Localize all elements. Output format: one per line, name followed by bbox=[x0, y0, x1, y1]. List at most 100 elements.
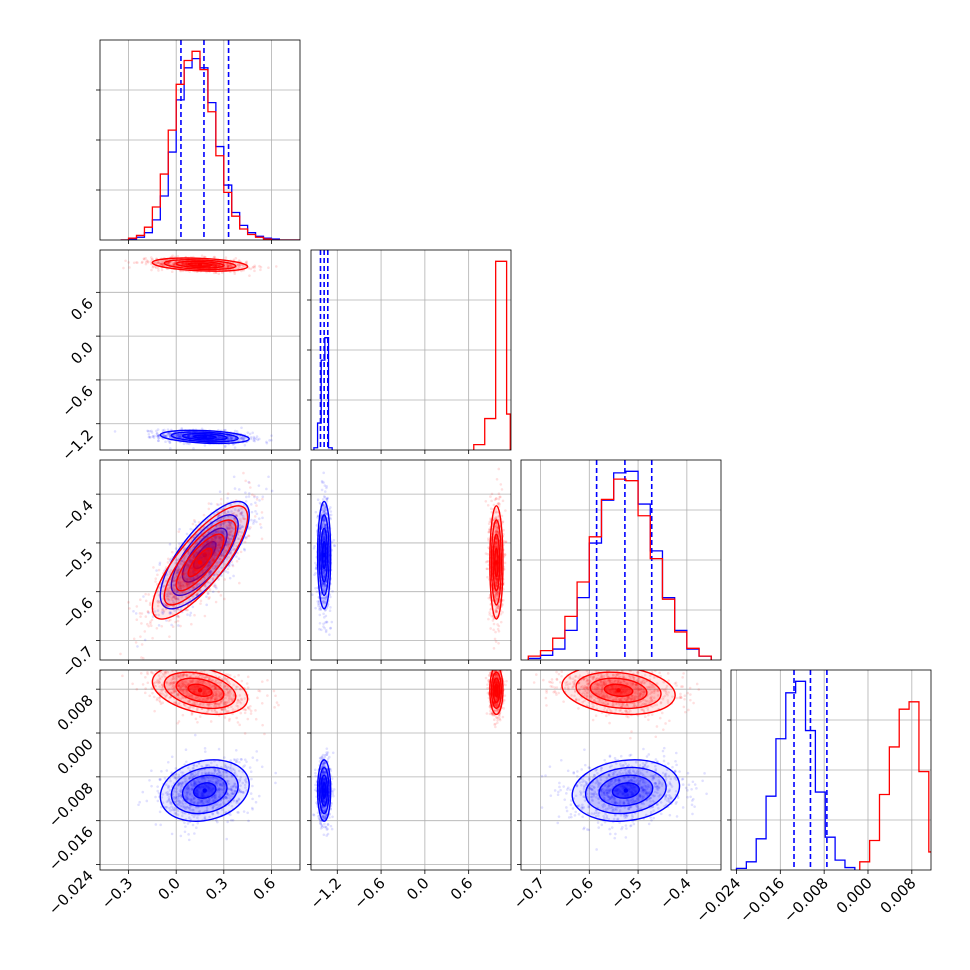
sample-point bbox=[327, 497, 330, 500]
sample-point bbox=[157, 428, 160, 431]
sample-point bbox=[498, 492, 501, 495]
sample-point bbox=[174, 621, 177, 624]
sample-point bbox=[143, 630, 146, 633]
panel-1-1 bbox=[307, 250, 511, 454]
sample-point bbox=[150, 624, 153, 627]
sample-point bbox=[219, 490, 222, 493]
sample-point bbox=[233, 475, 236, 478]
sample-point bbox=[205, 604, 208, 607]
panel-1-0-content bbox=[100, 250, 300, 450]
sample-point bbox=[148, 433, 151, 436]
sample-point bbox=[151, 619, 154, 622]
sample-point bbox=[232, 565, 235, 568]
panel-0-0 bbox=[96, 40, 303, 244]
y-tick-label-param-1: 0.6 bbox=[67, 294, 97, 324]
sample-point bbox=[135, 618, 138, 621]
sample-point bbox=[234, 487, 237, 490]
sample-point bbox=[248, 481, 251, 484]
sample-point bbox=[326, 500, 329, 503]
sample-point bbox=[139, 598, 142, 601]
sample-point bbox=[329, 606, 332, 609]
sample-point bbox=[313, 573, 316, 576]
sample-point bbox=[319, 622, 322, 625]
sample-point bbox=[135, 641, 138, 644]
sample-point bbox=[208, 502, 211, 505]
sample-point bbox=[490, 500, 493, 503]
sample-point bbox=[261, 498, 264, 501]
sample-point bbox=[190, 623, 193, 626]
sample-point bbox=[136, 605, 139, 608]
sample-point bbox=[249, 486, 252, 489]
sample-point bbox=[239, 500, 242, 503]
sample-point bbox=[235, 555, 238, 558]
sample-point bbox=[167, 561, 170, 564]
sample-point bbox=[252, 522, 255, 525]
panel-1-0 bbox=[96, 250, 300, 454]
sample-point bbox=[233, 272, 236, 275]
sample-point bbox=[186, 609, 189, 612]
sample-point bbox=[199, 602, 202, 605]
sample-point bbox=[158, 563, 161, 566]
sample-point bbox=[245, 506, 248, 509]
sample-point bbox=[147, 593, 150, 596]
sample-point bbox=[489, 495, 492, 498]
sample-point bbox=[329, 506, 332, 509]
sample-point bbox=[492, 629, 495, 632]
sample-point bbox=[326, 621, 329, 624]
sample-point bbox=[141, 643, 144, 646]
histogram-series-0 bbox=[121, 59, 304, 240]
sample-point bbox=[193, 519, 196, 522]
sample-point bbox=[119, 653, 122, 656]
sample-point bbox=[325, 629, 328, 632]
sample-point bbox=[220, 498, 223, 501]
sample-point bbox=[168, 635, 171, 638]
sample-point bbox=[317, 605, 320, 608]
sample-point bbox=[139, 615, 142, 618]
sample-point bbox=[324, 490, 327, 493]
sample-point bbox=[149, 436, 152, 439]
sample-point bbox=[321, 489, 324, 492]
sample-point bbox=[501, 488, 504, 491]
sample-point bbox=[189, 614, 192, 617]
sample-point bbox=[253, 437, 256, 440]
sample-point bbox=[256, 498, 259, 501]
sample-point bbox=[232, 575, 235, 578]
sample-point bbox=[210, 503, 213, 506]
sample-point bbox=[231, 560, 234, 563]
sample-point bbox=[154, 577, 157, 580]
sample-point bbox=[325, 615, 328, 618]
sample-point bbox=[314, 587, 317, 590]
sample-point bbox=[209, 515, 212, 518]
sample-point bbox=[226, 497, 229, 500]
sample-point bbox=[167, 557, 170, 560]
sample-point bbox=[497, 468, 500, 471]
sample-point bbox=[244, 541, 247, 544]
y-tick-label-param-1: 0.0 bbox=[67, 338, 97, 368]
sample-point bbox=[223, 578, 226, 581]
sample-point bbox=[157, 267, 160, 270]
sample-point bbox=[128, 607, 131, 610]
panel-0-0-content bbox=[100, 40, 303, 240]
panel-2-1 bbox=[307, 460, 511, 664]
sample-point bbox=[154, 580, 157, 583]
sample-point bbox=[212, 590, 215, 593]
sample-point bbox=[260, 526, 263, 529]
sample-point bbox=[179, 625, 182, 628]
sample-point bbox=[254, 515, 257, 518]
sample-point bbox=[243, 549, 246, 552]
sample-point bbox=[245, 500, 248, 503]
sample-point bbox=[487, 504, 490, 507]
sample-point bbox=[161, 269, 164, 272]
sample-point bbox=[250, 519, 253, 522]
sample-point bbox=[488, 611, 491, 614]
sample-point bbox=[320, 607, 323, 610]
sample-point bbox=[223, 598, 226, 601]
sample-point bbox=[127, 601, 130, 604]
sample-point bbox=[145, 600, 148, 603]
sample-point bbox=[158, 569, 161, 572]
sample-point bbox=[135, 261, 138, 264]
sample-point bbox=[149, 602, 152, 605]
sample-point bbox=[216, 503, 219, 506]
sample-point bbox=[271, 490, 274, 493]
